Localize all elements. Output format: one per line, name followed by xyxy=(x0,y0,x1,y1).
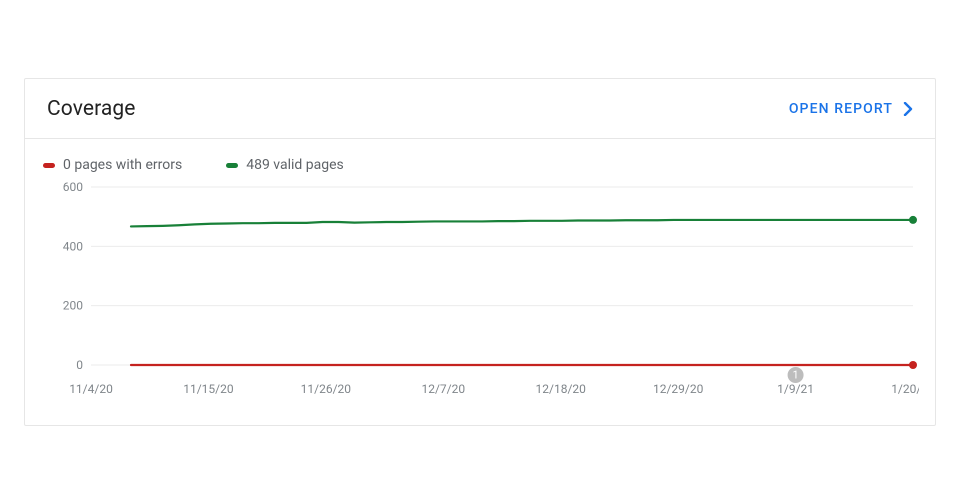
open-report-label: OPEN REPORT xyxy=(789,101,893,117)
chart-legend: 0 pages with errors 489 valid pages xyxy=(25,139,935,177)
legend-swatch-valid xyxy=(226,163,238,168)
svg-text:200: 200 xyxy=(63,299,83,313)
svg-text:1: 1 xyxy=(792,369,798,382)
svg-text:400: 400 xyxy=(63,239,83,253)
svg-text:11/26/20: 11/26/20 xyxy=(301,382,352,396)
card-header: Coverage OPEN REPORT xyxy=(25,79,935,139)
svg-text:12/18/20: 12/18/20 xyxy=(536,382,587,396)
svg-text:1/20/21: 1/20/21 xyxy=(891,382,919,396)
svg-text:12/7/20: 12/7/20 xyxy=(421,382,465,396)
legend-item-errors[interactable]: 0 pages with errors xyxy=(43,157,182,173)
legend-label-errors: 0 pages with errors xyxy=(63,157,182,173)
legend-label-valid: 489 valid pages xyxy=(246,157,344,173)
card-title: Coverage xyxy=(47,97,136,121)
svg-text:0: 0 xyxy=(76,358,83,372)
svg-text:11/15/20: 11/15/20 xyxy=(183,382,234,396)
svg-text:11/4/20: 11/4/20 xyxy=(69,382,113,396)
svg-text:12/29/20: 12/29/20 xyxy=(653,382,704,396)
legend-swatch-errors xyxy=(43,163,55,168)
open-report-button[interactable]: OPEN REPORT xyxy=(789,101,913,117)
svg-text:1/9/21: 1/9/21 xyxy=(777,382,814,396)
coverage-line-chart: 0 200 400 600 11/4/20 11/15/20 11/26/20 12/7/20… xyxy=(43,177,919,405)
svg-text:600: 600 xyxy=(63,180,83,194)
chart-area: 0 200 400 600 11/4/20 11/15/20 11/26/20 12/7/20… xyxy=(25,177,935,417)
chevron-right-icon xyxy=(903,102,913,116)
legend-item-valid[interactable]: 489 valid pages xyxy=(226,157,344,173)
coverage-card: Coverage OPEN REPORT 0 pages with errors… xyxy=(24,78,936,426)
